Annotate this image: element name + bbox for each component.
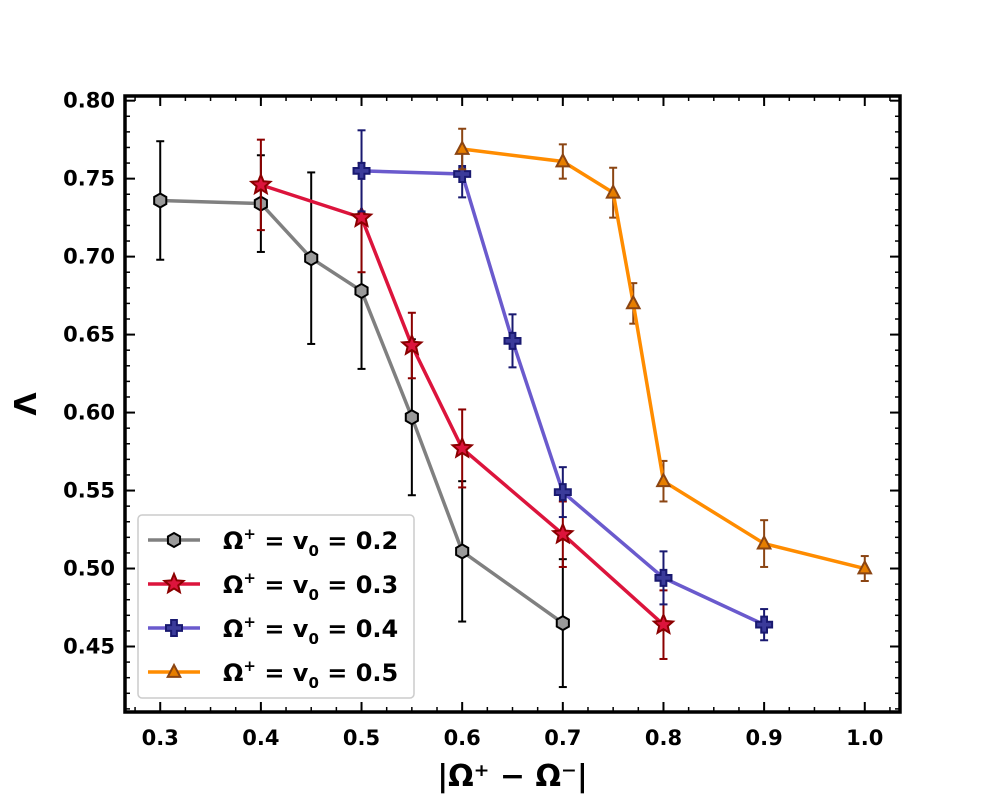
legend-item: Ω+ = v0 = 0.3 [148, 569, 398, 604]
legend-text-sup: + [243, 569, 256, 587]
data-point [555, 614, 570, 632]
data-point [455, 543, 470, 560]
data-point [450, 435, 475, 459]
x-tick-label: 0.7 [544, 726, 581, 750]
legend-box [137, 514, 415, 699]
legend-text-value: = 0.5 [319, 659, 398, 687]
x-tick-label: 0.4 [242, 726, 279, 750]
y-tick-label: 0.80 [63, 89, 115, 113]
legend-text-sub: 0 [308, 674, 318, 692]
legend-text-sub: 0 [308, 630, 318, 648]
x-axis-label: |Ω⁺ − Ω⁻| [437, 759, 588, 794]
data-point [625, 294, 642, 310]
legend-text-sup: + [243, 657, 256, 675]
legend-text-omega: Ω [223, 571, 243, 599]
data-point [554, 152, 571, 168]
tick-labels: 0.3 0.4 0.5 0.6 0.7 0.8 0.9 1.0 0.45 0.50 0.55 0.60… [63, 89, 883, 750]
data-point [349, 205, 374, 228]
data-point [352, 161, 371, 180]
data-point [454, 139, 471, 155]
y-tick-label: 0.55 [63, 479, 115, 503]
series-line [461, 147, 866, 571]
legend-label: Ω+ = v0 = 0.2 [223, 525, 398, 560]
legend-text-eq: = v [256, 571, 309, 599]
data-point [354, 282, 369, 300]
legend-marker [165, 619, 183, 637]
data-point [399, 332, 424, 356]
legend-text-eq: = v [256, 659, 309, 687]
data-point [756, 534, 773, 550]
plot-frame [123, 94, 902, 714]
x-tick-label: 0.8 [645, 726, 682, 750]
legend-text-value: = 0.4 [319, 615, 398, 643]
data-point [453, 164, 472, 183]
legend-text-sub: 0 [308, 542, 318, 560]
x-tick-label: 0.6 [444, 726, 481, 750]
x-tick-label: 1.0 [846, 726, 883, 750]
series-3 [352, 129, 774, 642]
legend-marker [166, 531, 182, 549]
data-point [550, 521, 575, 545]
y-tick-label: 0.45 [63, 635, 115, 659]
legend: Ω+ = v0 = 0.2Ω+ = v0 = 0.3Ω+ = v0 = 0.4Ω… [137, 514, 415, 699]
legend-item: Ω+ = v0 = 0.5 [148, 657, 398, 692]
x-tick-label: 0.5 [343, 726, 380, 750]
series-2 [248, 138, 676, 660]
series-4 [454, 127, 873, 583]
data-point [605, 183, 622, 199]
legend-label: Ω+ = v0 = 0.3 [223, 569, 398, 604]
data-point [153, 192, 168, 209]
legend-text-sub: 0 [308, 586, 318, 604]
data-point [755, 615, 774, 634]
legend-text-omega: Ω [223, 615, 243, 643]
data-point [503, 331, 522, 350]
data-point [304, 250, 319, 267]
data-point [654, 568, 673, 587]
data-point [655, 472, 672, 488]
legend-item: Ω+ = v0 = 0.4 [148, 613, 398, 648]
data-point [553, 483, 572, 502]
legend-text-omega: Ω [223, 527, 243, 555]
y-tick-label: 0.50 [63, 557, 115, 581]
legend-marker [166, 662, 182, 678]
series-line [361, 169, 765, 627]
legend-text-value: = 0.2 [319, 527, 398, 555]
y-tick-label: 0.70 [63, 245, 115, 269]
legend-text-value: = 0.3 [319, 571, 398, 599]
y-axis-label: Λ [9, 392, 44, 416]
y-tick-label: 0.60 [63, 401, 115, 425]
legend-text-eq: = v [256, 615, 309, 643]
legend-marker [162, 571, 186, 595]
plot-series [153, 127, 873, 689]
series-line [260, 183, 665, 626]
legend-label: Ω+ = v0 = 0.4 [223, 613, 398, 648]
data-point [404, 409, 419, 426]
legend-text-omega: Ω [223, 659, 243, 687]
x-tick-label: 0.3 [142, 726, 179, 750]
data-point [856, 559, 873, 575]
legend-label: Ω+ = v0 = 0.5 [223, 657, 398, 692]
data-point [651, 612, 676, 635]
legend-text-sup: + [243, 613, 256, 631]
legend-item: Ω+ = v0 = 0.2 [148, 525, 398, 560]
data-point [248, 172, 273, 196]
legend-text-sup: + [243, 525, 256, 543]
y-tick-label: 0.65 [63, 323, 115, 347]
y-tick-label: 0.75 [63, 167, 115, 191]
legend-text-eq: = v [256, 527, 309, 555]
x-tick-label: 0.9 [746, 726, 783, 750]
